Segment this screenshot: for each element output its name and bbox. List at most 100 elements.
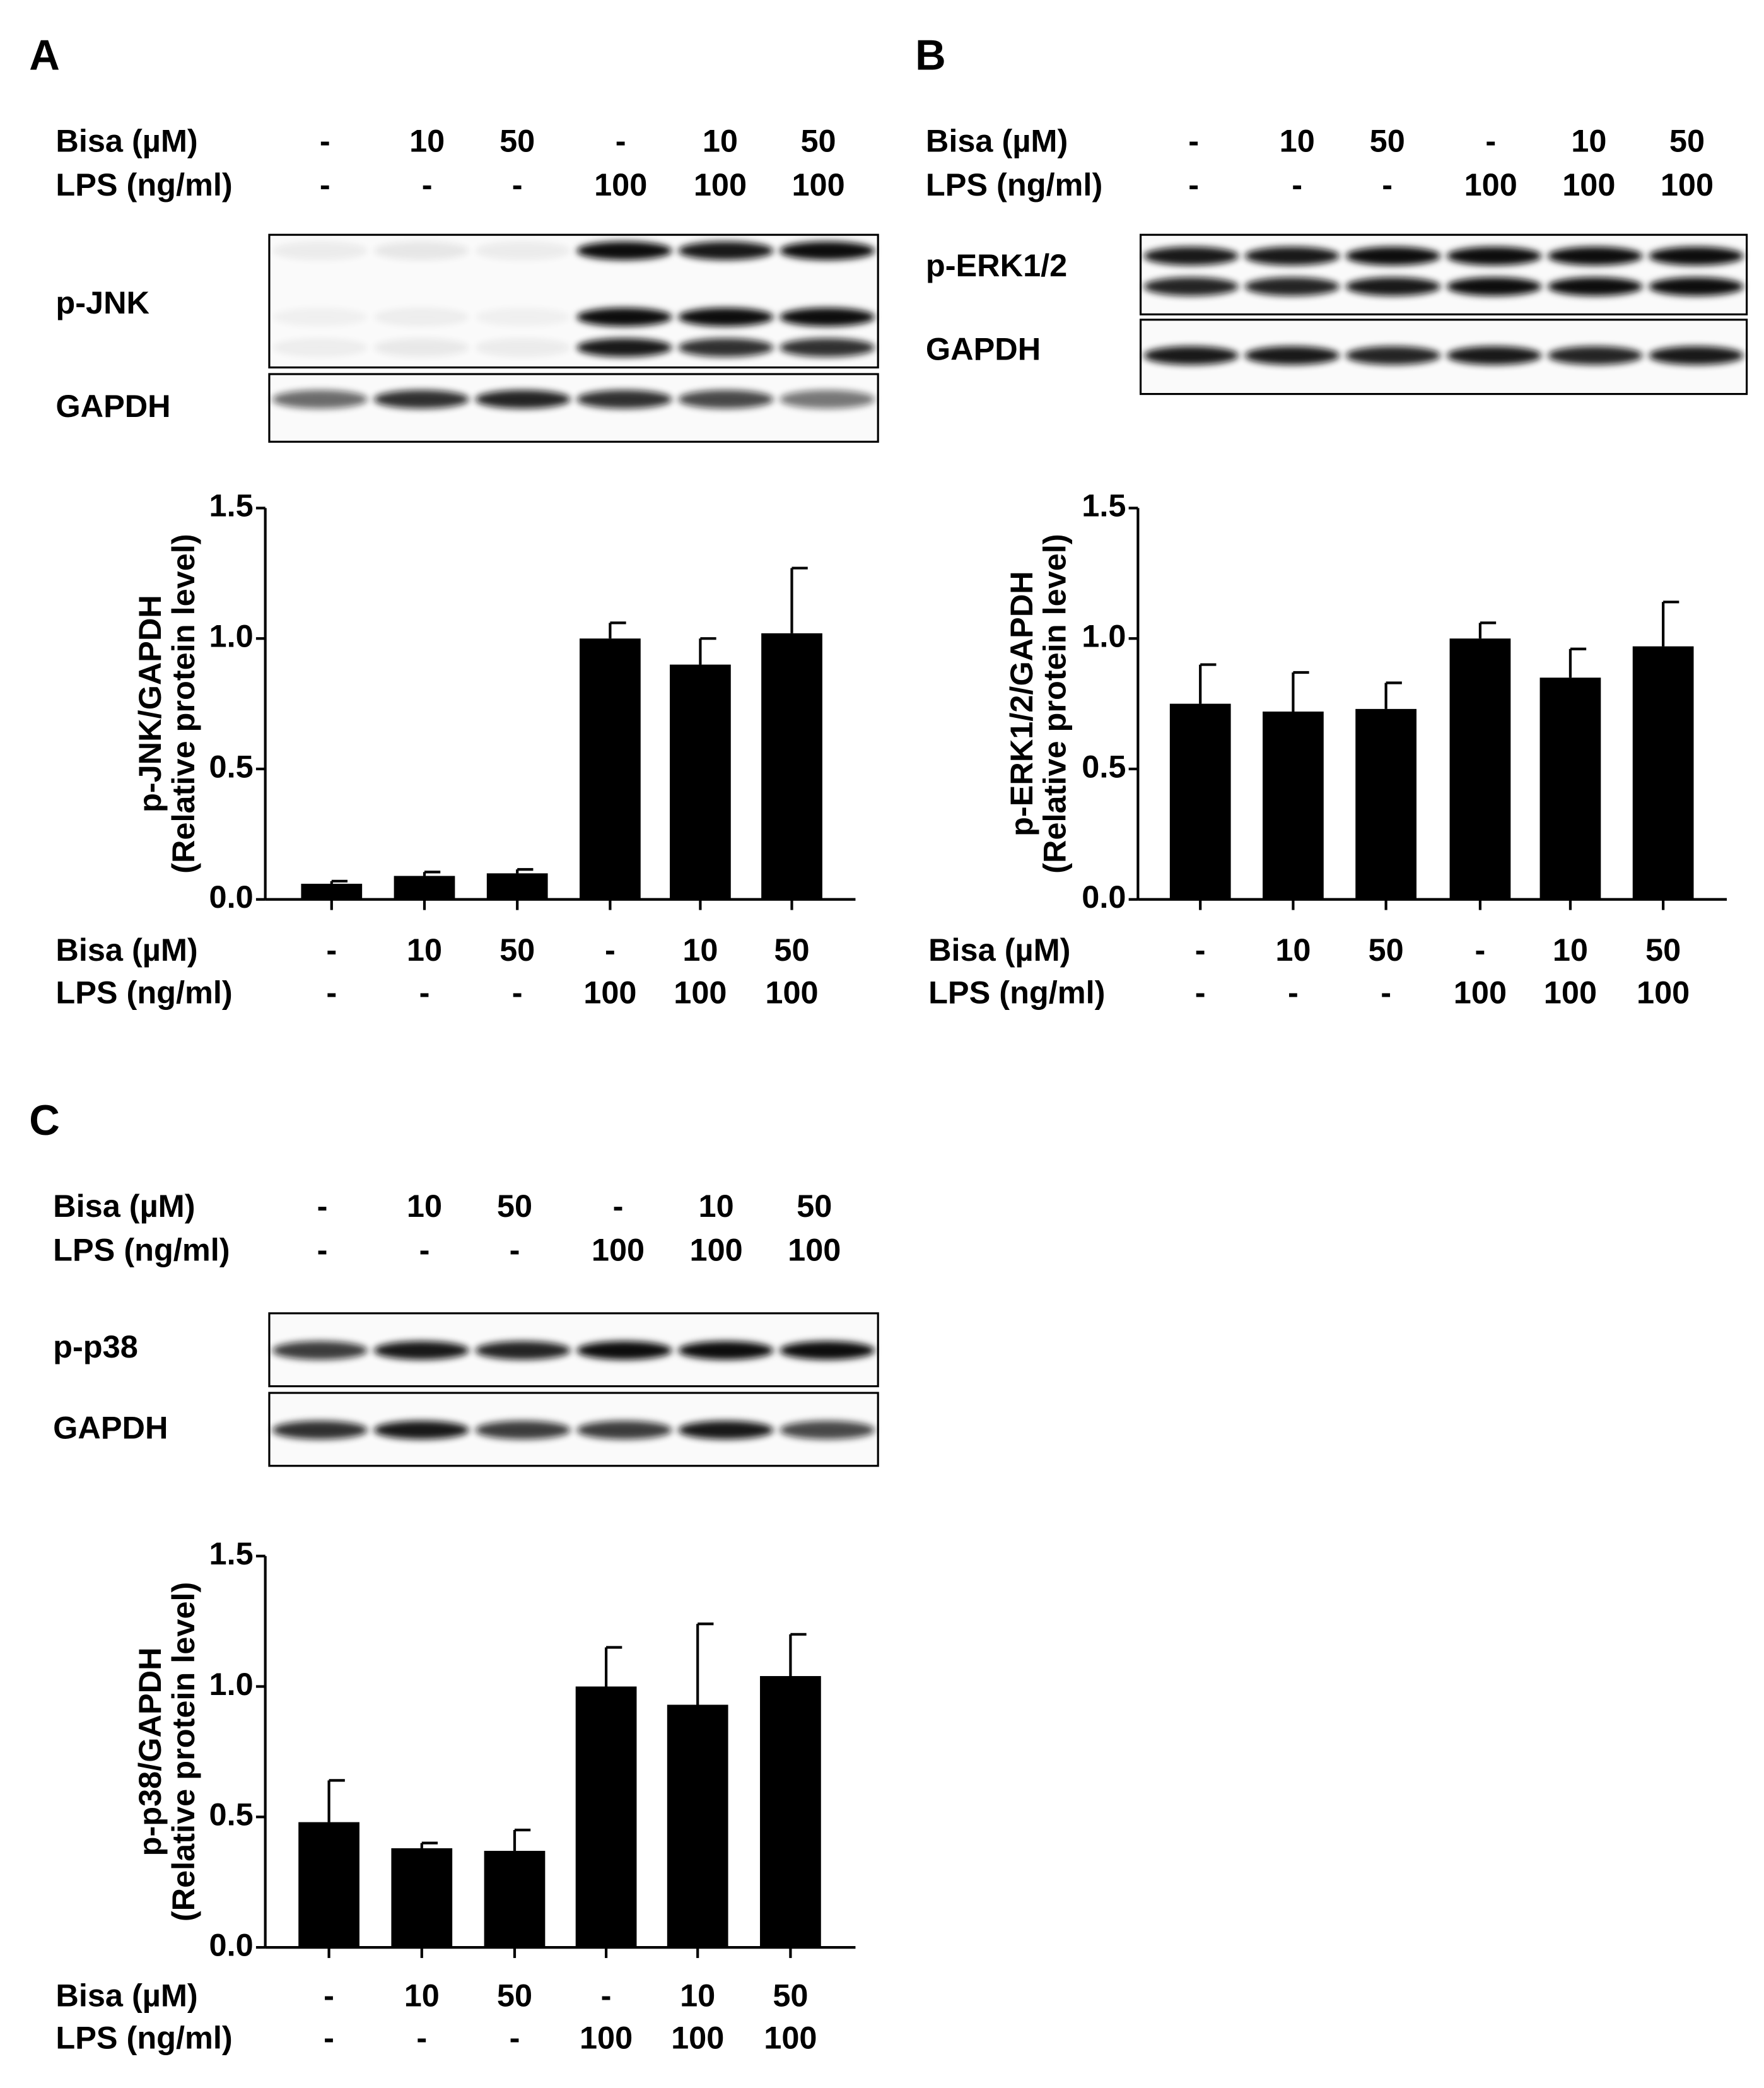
condition-value: 50 [797, 1188, 832, 1224]
condition-value: - [1188, 167, 1199, 202]
panel-letter: A [29, 32, 60, 79]
condition-value: 100 [671, 2020, 724, 2056]
blot-band [576, 241, 672, 261]
blot-band [678, 390, 774, 409]
blot-frame [268, 373, 879, 443]
condition-value: - [416, 2020, 427, 2056]
y-tick-label: 0.0 [1082, 879, 1126, 915]
condition-label: LPS (ng/ml) [55, 167, 232, 202]
blot-label: GAPDH [926, 331, 1041, 367]
blot-frame [268, 233, 879, 369]
condition-label: Bisa (µM) [55, 122, 197, 158]
blot-band [576, 1341, 672, 1360]
condition-label: LPS (ng/ml) [55, 2020, 232, 2056]
blot-band [373, 338, 469, 357]
blot-band [780, 1341, 875, 1360]
condition-value: 100 [674, 975, 727, 1011]
condition-value: - [512, 167, 523, 202]
blot-band [475, 241, 571, 261]
condition-value: 10 [407, 932, 442, 968]
condition-value: 100 [594, 167, 647, 202]
blot-label: p-ERK1/2 [926, 247, 1067, 283]
condition-value: 50 [497, 1188, 532, 1224]
condition-value: 50 [1369, 932, 1404, 968]
condition-value: 100 [690, 1231, 743, 1267]
condition-value: - [616, 122, 626, 158]
bar [1355, 708, 1416, 900]
condition-value: 10 [680, 1977, 715, 2013]
blot-band [678, 338, 774, 357]
condition-label: Bisa (µM) [53, 1188, 195, 1224]
condition-value: 100 [694, 167, 747, 202]
condition-value: - [317, 1231, 328, 1267]
blot-band [373, 1341, 469, 1360]
condition-value: 50 [800, 122, 836, 158]
blot-band [272, 1421, 368, 1440]
blot-band [780, 307, 875, 327]
blot-band [576, 307, 672, 327]
blot-band [475, 1421, 571, 1440]
blot-band [1548, 277, 1643, 296]
y-tick-label: 0.5 [209, 748, 254, 784]
blot-frame [1139, 319, 1748, 396]
blot-band [475, 1341, 571, 1360]
condition-label: Bisa (µM) [926, 122, 1068, 158]
condition-value: 100 [791, 167, 844, 202]
condition-value: - [601, 1977, 612, 2013]
condition-value: 10 [409, 122, 445, 158]
condition-value: 50 [499, 932, 535, 968]
condition-value: 100 [764, 2020, 817, 2056]
blot-label: p-JNK [55, 284, 149, 320]
condition-value: - [324, 1977, 334, 2013]
condition-value: 50 [1669, 122, 1705, 158]
blot-band [780, 338, 875, 357]
blot-band [1649, 346, 1744, 365]
y-tick-label: 1.5 [209, 1535, 254, 1571]
y-tick-label: 1.0 [209, 618, 254, 654]
condition-value: - [419, 1231, 430, 1267]
blot-band [1244, 277, 1340, 296]
blot-band [272, 1341, 368, 1360]
condition-value: - [1382, 167, 1393, 202]
condition-label: Bisa (µM) [55, 1977, 197, 2013]
blot-frame [1139, 233, 1748, 315]
condition-label: Bisa (µM) [55, 932, 197, 968]
blot-band [1345, 277, 1441, 296]
bar [486, 873, 548, 900]
condition-value: - [605, 932, 616, 968]
blot-label: GAPDH [53, 1409, 168, 1445]
blot-band [780, 241, 875, 261]
blot-band [272, 241, 368, 261]
condition-value: - [510, 1231, 520, 1267]
bar [1632, 646, 1694, 900]
condition-value: - [1288, 975, 1299, 1011]
bar [1539, 677, 1601, 900]
condition-value: - [422, 167, 433, 202]
y-tick-label: 0.5 [1082, 748, 1126, 784]
y-tick-label: 0.5 [209, 1797, 254, 1833]
blot-band [1244, 247, 1340, 266]
blot-band [272, 338, 368, 357]
bar [484, 1851, 546, 1948]
condition-value: 100 [1562, 167, 1615, 202]
condition-value: 100 [765, 975, 818, 1011]
condition-value: - [613, 1188, 624, 1224]
blot-band [1345, 346, 1441, 365]
bar [391, 1848, 453, 1948]
blot-band [678, 241, 774, 261]
bar [301, 883, 363, 900]
bar [394, 876, 455, 900]
condition-value: - [512, 975, 523, 1011]
blot-band [1548, 247, 1643, 266]
condition-value: 50 [773, 1977, 808, 2013]
blot-band [475, 307, 571, 327]
y-tick-label: 1.5 [209, 488, 254, 524]
y-tick-label: 1.0 [1082, 618, 1126, 654]
y-axis-label: p-JNK/GAPDH [132, 595, 168, 812]
blot-band [272, 390, 368, 409]
condition-label: LPS (ng/ml) [928, 975, 1105, 1011]
y-tick-label: 0.0 [209, 879, 254, 915]
panel-letter: C [29, 1097, 60, 1144]
blot-frame [268, 1392, 879, 1467]
